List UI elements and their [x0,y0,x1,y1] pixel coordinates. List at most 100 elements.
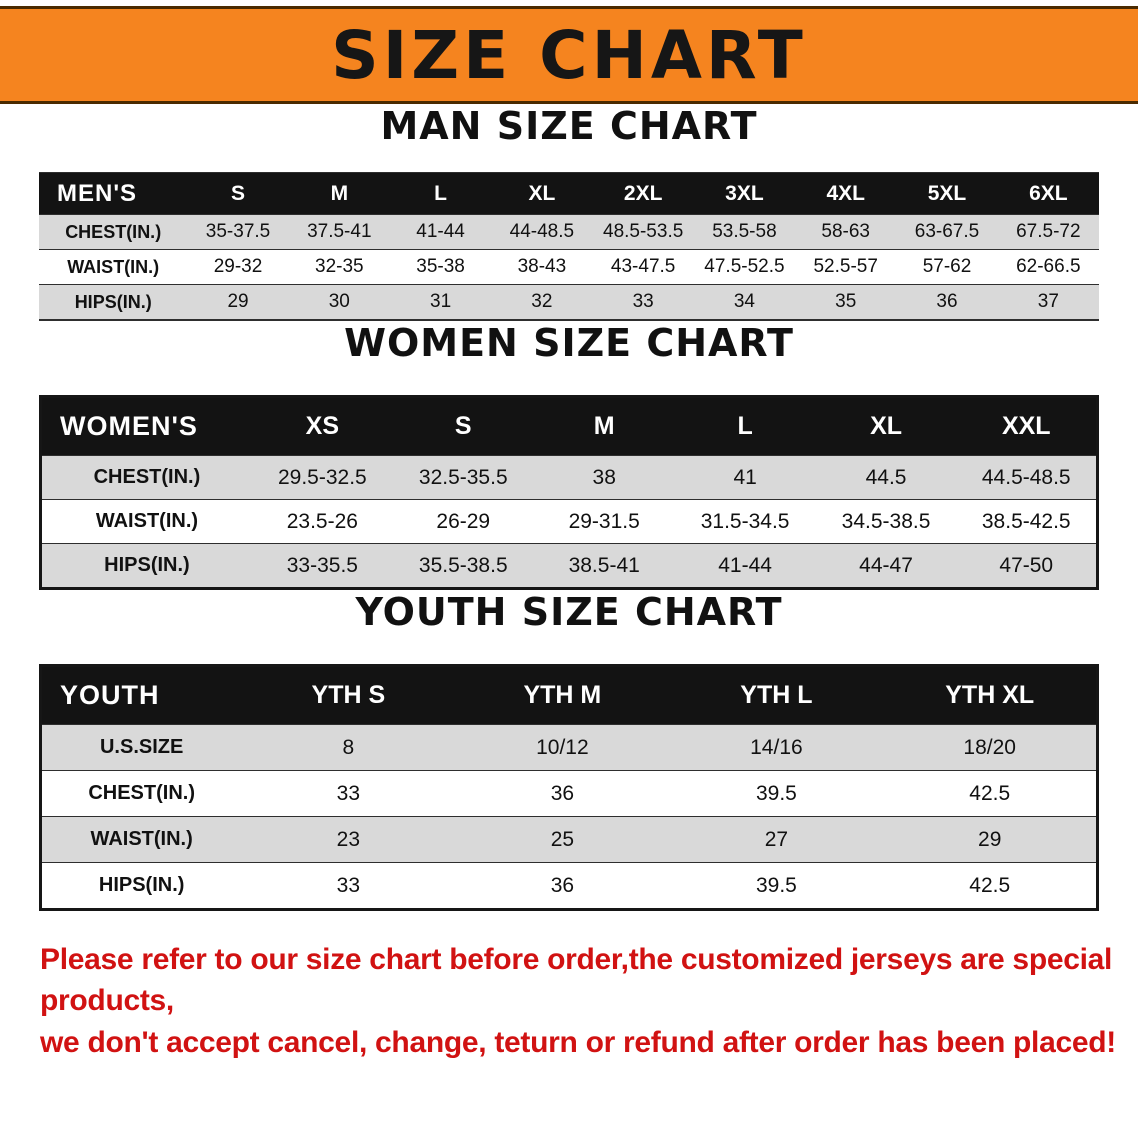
size-value: 31.5-34.5 [674,499,816,544]
size-value: 53.5-58 [693,214,796,250]
column-header: 3XL [693,172,796,215]
size-value: 44-48.5 [491,214,593,250]
table-title-cell: YOUTH [40,665,242,725]
column-header: YTH M [455,665,670,725]
row-label: WAIST(IN.) [40,816,242,863]
size-value: 35-37.5 [187,214,289,250]
size-value: 44-47 [815,543,957,589]
row-label: CHEST(IN.) [40,770,242,817]
size-value: 18/20 [883,724,1098,771]
column-header: L [674,396,816,456]
row-label: U.S.SIZE [40,724,242,771]
size-table: MEN'S S M L XL 2XL 3XL 4XL 5XL 6XL CHEST(IN.) 35-37… [39,172,1099,321]
size-value: 33 [241,770,456,817]
size-value: 43-47.5 [592,249,694,285]
table-title-cell: WOMEN'S [40,396,252,456]
column-header: 6XL [997,172,1099,215]
size-value: 42.5 [883,862,1098,910]
men-section: MAN SIZE CHART MEN'S S M L XL 2XL 3XL 4XL 5XL 6XL… [0,104,1138,321]
table-row: HIPS(IN.) 29 30 31 32 33 34 35 36 37 [39,284,1099,320]
size-value: 39.5 [669,862,884,910]
size-value: 62-66.5 [997,249,1099,285]
size-value: 38-43 [491,249,593,285]
size-value: 57-62 [896,249,998,285]
size-value: 33 [592,284,694,320]
youth-section-heading: YOUTH SIZE CHART [355,590,783,634]
column-header: S [187,172,289,215]
table-header-row: MEN'S S M L XL 2XL 3XL 4XL 5XL 6XL [39,172,1099,215]
warning-line-2: we don't accept cancel, change, teturn o… [40,1025,1116,1059]
table-row: WAIST(IN.) 23 25 27 29 [40,816,1098,863]
women-section-heading: WOMEN SIZE CHART [344,321,794,365]
row-label: WAIST(IN.) [39,249,188,285]
table-row: WAIST(IN.) 23.5-26 26-29 29-31.5 31.5-34.5 34… [40,499,1098,544]
size-value: 48.5-53.5 [592,214,694,250]
size-value: 67.5-72 [997,214,1099,250]
size-value: 33 [241,862,456,910]
size-value: 36 [896,284,998,320]
row-label: CHEST(IN.) [39,214,188,250]
men-section-heading: MAN SIZE CHART [380,104,758,148]
size-value: 29 [187,284,289,320]
size-value: 34.5-38.5 [815,499,957,544]
size-value: 8 [241,724,456,771]
table-row: HIPS(IN.) 33 36 39.5 42.5 [40,862,1098,910]
size-value: 38 [533,455,675,500]
size-value: 63-67.5 [896,214,998,250]
size-value: 35 [795,284,897,320]
size-value: 44.5 [815,455,957,500]
column-header: L [389,172,492,215]
men-size-table: MEN'S S M L XL 2XL 3XL 4XL 5XL 6XL CHEST(IN.) 35-37… [39,172,1099,321]
size-value: 41 [674,455,816,500]
size-value: 39.5 [669,770,884,817]
size-value: 37.5-41 [288,214,390,250]
column-header: 5XL [896,172,998,215]
size-value: 36 [455,862,670,910]
banner: SIZE CHART [0,6,1138,104]
table-row: CHEST(IN.) 29.5-32.5 32.5-35.5 38 41 44.5 44.5… [40,455,1098,500]
size-value: 58-63 [795,214,897,250]
size-value: 41-44 [389,214,492,250]
size-value: 29-32 [187,249,289,285]
size-value: 29-31.5 [533,499,675,544]
size-value: 47.5-52.5 [693,249,796,285]
size-value: 25 [455,816,670,863]
warning-line-1: Please refer to our size chart before or… [40,943,1113,1018]
table-title-cell: MEN'S [39,172,188,215]
youth-section: YOUTH SIZE CHART YOUTH YTH S YTH M YTH L YTH… [0,590,1138,911]
table-row: WAIST(IN.) 29-32 32-35 35-38 38-43 43-47.5 47.… [39,249,1099,285]
column-header: XXL [956,396,1098,456]
size-value: 44.5-48.5 [956,455,1098,500]
table-row: CHEST(IN.) 33 36 39.5 42.5 [40,770,1098,817]
column-header: YTH S [241,665,456,725]
size-value: 29.5-32.5 [251,455,393,500]
size-value: 36 [455,770,670,817]
column-header: XS [251,396,393,456]
row-label: HIPS(IN.) [40,543,252,589]
table-row: CHEST(IN.) 35-37.5 37.5-41 41-44 44-48.5 48.5… [39,214,1099,250]
size-value: 52.5-57 [795,249,897,285]
column-header: XL [815,396,957,456]
column-header: S [392,396,534,456]
table-row: HIPS(IN.) 33-35.5 35.5-38.5 38.5-41 41-44 44-… [40,543,1098,589]
size-value: 33-35.5 [251,543,393,589]
size-value: 31 [389,284,492,320]
size-value: 32.5-35.5 [392,455,534,500]
table-header-row: WOMEN'S XS S M L XL XXL [40,396,1098,456]
size-value: 41-44 [674,543,816,589]
column-header: YTH XL [883,665,1098,725]
size-value: 35-38 [389,249,492,285]
size-table: YOUTH YTH S YTH M YTH L YTH XL U.S.SIZE 8 10/12… [39,664,1099,911]
warning-notice: Please refer to our size chart before or… [40,939,1138,1063]
page-title: SIZE CHART [331,16,807,94]
size-value: 14/16 [669,724,884,771]
size-value: 47-50 [956,543,1098,589]
size-value: 42.5 [883,770,1098,817]
size-value: 38.5-42.5 [956,499,1098,544]
table-row: U.S.SIZE 8 10/12 14/16 18/20 [40,724,1098,771]
column-header: 2XL [592,172,694,215]
size-value: 37 [997,284,1099,320]
row-label: HIPS(IN.) [40,862,242,910]
size-value: 35.5-38.5 [392,543,534,589]
